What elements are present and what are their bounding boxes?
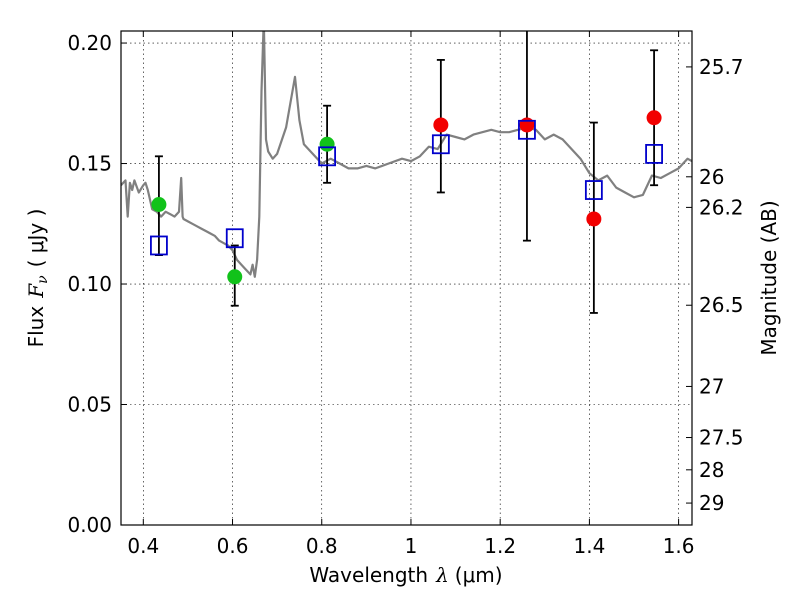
observed-point: [151, 197, 167, 213]
observed-point: [227, 269, 243, 285]
x-axis-label-unit: (μm): [455, 563, 503, 587]
y-axis-label-subscript: ν: [35, 275, 51, 284]
right-axis-label: Magnitude (AB): [757, 200, 781, 355]
right-tick-label: 27: [699, 374, 724, 398]
model-point: [150, 235, 168, 256]
y-tick-label: 0.20: [67, 31, 112, 55]
model-point: [318, 146, 336, 167]
model-point: [584, 180, 603, 200]
plot-background: [121, 31, 692, 525]
observed-point: [433, 117, 449, 133]
right-axis-ticks: 25.7 26 26.2 26.5 27 27.5 28 29: [686, 55, 744, 515]
x-tick-label: 0.6: [217, 534, 249, 558]
model-point: [431, 134, 450, 155]
y-axis-label: Flux Fν ( μJy ): [24, 209, 51, 348]
x-tick-label: 0.4: [127, 534, 159, 558]
x-tick-label: 1.4: [573, 534, 605, 558]
x-axis-label-symbol: λ: [435, 563, 449, 587]
observed-point: [319, 136, 335, 152]
x-tick-label: 1.2: [484, 534, 516, 558]
x-tick-label: 1: [405, 534, 418, 558]
observed-point: [519, 117, 535, 133]
x-tick-label: 0.8: [306, 534, 338, 558]
y-tick-label: 0.05: [67, 393, 112, 417]
spectrum-line: [121, 31, 692, 278]
x-tick-label: 1.6: [663, 534, 695, 558]
y-axis-label-text: Flux: [24, 306, 48, 348]
model-point: [225, 228, 244, 249]
right-tick-label: 27.5: [699, 426, 744, 450]
right-tick-label: 26: [699, 165, 724, 189]
observed-point: [586, 211, 602, 227]
right-tick-label: 25.7: [699, 55, 744, 79]
y-tick-label: 0.10: [67, 272, 112, 296]
template-spectrum: [121, 31, 692, 278]
right-tick-label: 29: [699, 491, 724, 515]
right-tick-label: 26.2: [699, 195, 744, 219]
y-axis-ticks: 0.00 0.05 0.10 0.15 0.20: [67, 31, 127, 537]
plot-frame: [120, 30, 693, 526]
observed-point: [646, 110, 662, 126]
y-axis-label-symbol: F: [24, 283, 48, 299]
right-tick-label: 26.5: [699, 293, 744, 317]
model-point: [645, 143, 663, 164]
x-axis-label: Wavelength λ (μm): [309, 563, 502, 587]
model-point: [518, 119, 536, 140]
x-axis-label-text: Wavelength: [309, 563, 428, 587]
y-tick-label: 0.00: [67, 513, 112, 537]
y-tick-label: 0.15: [67, 152, 112, 176]
model-points: [150, 119, 663, 256]
right-tick-label: 28: [699, 458, 724, 482]
x-axis-ticks: 0.4 0.6 0.8 1 1.2 1.4 1.6: [127, 31, 695, 558]
y-axis-label-unit: ( μJy ): [24, 209, 48, 268]
